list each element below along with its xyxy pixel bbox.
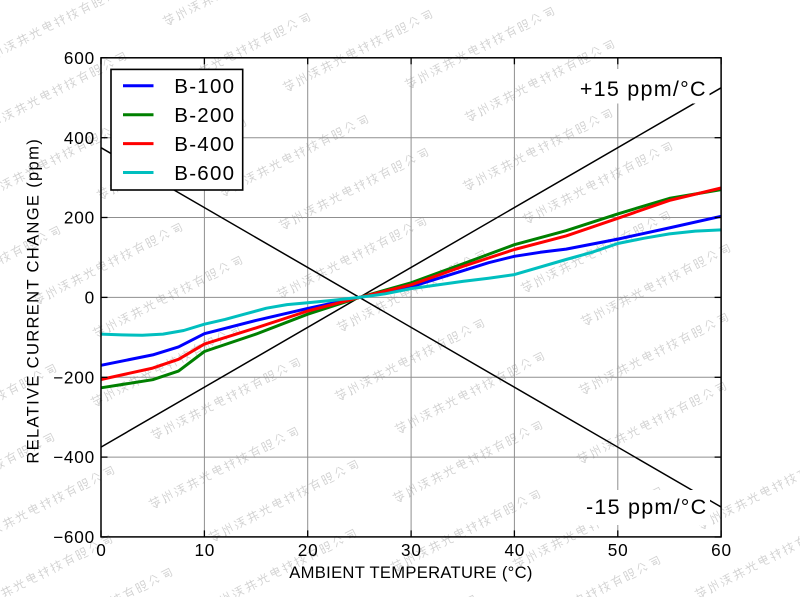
svg-text:B-400: B-400 <box>174 133 235 156</box>
svg-text:B-200: B-200 <box>174 104 235 127</box>
svg-text:−600: −600 <box>53 527 95 547</box>
svg-text:50: 50 <box>608 540 629 560</box>
svg-text:10: 10 <box>194 540 215 560</box>
svg-text:400: 400 <box>64 128 95 148</box>
svg-text:B-600: B-600 <box>174 162 235 185</box>
svg-text:B-100: B-100 <box>174 75 235 98</box>
svg-text:20: 20 <box>298 540 319 560</box>
svg-text:0: 0 <box>96 540 106 560</box>
svg-text:60: 60 <box>711 540 732 560</box>
svg-text:−200: −200 <box>53 367 95 387</box>
svg-text:0: 0 <box>85 288 95 308</box>
svg-text:RELATIVE CURRENT CHANGE (ppm): RELATIVE CURRENT CHANGE (ppm) <box>24 138 43 464</box>
svg-text:200: 200 <box>64 208 95 228</box>
svg-text:40: 40 <box>504 540 525 560</box>
svg-text:600: 600 <box>64 48 95 68</box>
svg-text:+15 ppm/°C: +15 ppm/°C <box>580 77 707 101</box>
svg-text:−400: −400 <box>53 447 95 467</box>
svg-text:30: 30 <box>401 540 422 560</box>
svg-text:-15 ppm/°C: -15 ppm/°C <box>586 495 707 519</box>
svg-text:AMBIENT TEMPERATURE (°C): AMBIENT TEMPERATURE (°C) <box>289 563 532 582</box>
